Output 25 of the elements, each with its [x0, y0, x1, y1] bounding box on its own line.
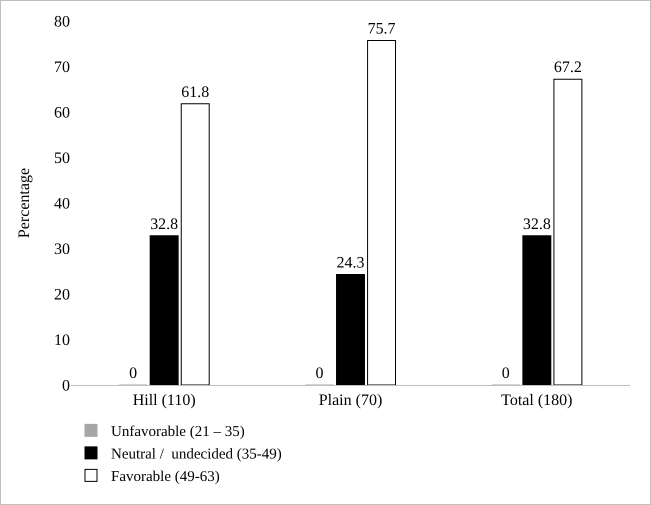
y-tick-label: 20 [54, 286, 70, 304]
x-tick-label: Plain (70) [318, 392, 382, 410]
data-label: 24.3 [336, 254, 364, 272]
data-label: 32.8 [522, 216, 551, 233]
y-tick-label: 50 [54, 150, 70, 168]
data-label: 0 [502, 365, 510, 382]
data-label: 75.7 [368, 20, 396, 38]
data-label: 32.8 [150, 216, 178, 233]
y-tick-label: 10 [54, 332, 70, 350]
data-label: 61.8 [181, 84, 210, 101]
legend-label: Favorable (49-63) [111, 469, 220, 486]
y-tick-label: 30 [54, 241, 70, 258]
y-tick-label: 70 [54, 59, 70, 76]
y-tick-label: 40 [54, 196, 70, 213]
legend-label: Unfavorable (21 – 35) [111, 424, 245, 440]
data-label: 67.2 [554, 59, 582, 76]
data-label: 0 [129, 365, 138, 382]
y-tick-label: 60 [54, 104, 70, 122]
y-tick-label: 0 [62, 378, 70, 395]
x-tick-label: Hill (110) [132, 392, 196, 410]
data-label: 0 [315, 365, 324, 382]
legend-label: Neutral / undecided (35-49) [111, 446, 282, 463]
y-axis-title: Percentage [16, 168, 33, 238]
x-tick-label: Total (180) [501, 392, 572, 410]
y-tick-label: 80 [54, 14, 70, 31]
